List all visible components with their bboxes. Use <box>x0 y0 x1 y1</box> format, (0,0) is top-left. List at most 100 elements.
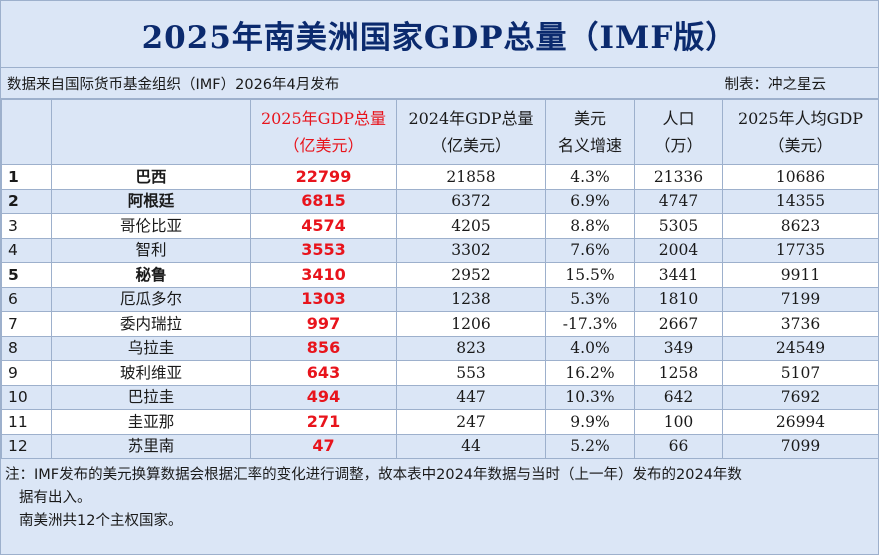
gdp-2024-cell: 3302 <box>396 237 546 263</box>
gdp-2024-cell: 21858 <box>396 164 546 190</box>
country-cell: 圭亚那 <box>51 409 251 435</box>
growth-cell: 5.3% <box>545 286 635 312</box>
table-row: 1 巴西 22799 21858 4.3% 21336 10686 <box>1 164 879 190</box>
header-gdp-2025-line1: 2025年GDP总量 <box>260 109 387 128</box>
growth-cell: 5.2% <box>545 433 635 459</box>
table-row: 5 秘鲁 3410 2952 15.5% 3441 9911 <box>1 262 879 288</box>
gdp-2024-cell: 553 <box>396 360 546 386</box>
gdp-table: 2025年GDP总量 （亿美元） 2024年GDP总量 （亿美元） 美元 名义增… <box>1 99 879 459</box>
footnotes: 注：IMF发布的美元换算数据会根据汇率的变化进行调整，故本表中2024年数据与当… <box>1 459 878 533</box>
table-row: 3 哥伦比亚 4574 4205 8.8% 5305 8623 <box>1 213 879 239</box>
gdp-2025-cell: 3410 <box>250 262 397 288</box>
country-cell: 巴西 <box>51 164 251 190</box>
table-row: 12 苏里南 47 44 5.2% 66 7099 <box>1 433 879 459</box>
header-per-capita-line1: 2025年人均GDP <box>737 109 864 128</box>
gdp-2025-cell: 1303 <box>250 286 397 312</box>
header-growth-line1: 美元 <box>573 109 606 128</box>
growth-cell: 15.5% <box>545 262 635 288</box>
rank-cell: 12 <box>1 433 52 459</box>
growth-cell: 16.2% <box>545 360 635 386</box>
header-per-capita-line2: （美元） <box>768 136 833 155</box>
maker-credit: 制表：冲之星云 <box>724 76 827 93</box>
table-row: 11 圭亚那 271 247 9.9% 100 26994 <box>1 409 879 435</box>
per-capita-cell: 7099 <box>722 433 879 459</box>
per-capita-cell: 9911 <box>722 262 879 288</box>
country-cell: 乌拉圭 <box>51 335 251 361</box>
gdp-2025-cell: 494 <box>250 384 397 410</box>
rank-cell: 7 <box>1 311 52 337</box>
table-row: 6 厄瓜多尔 1303 1238 5.3% 1810 7199 <box>1 286 879 312</box>
rank-cell: 10 <box>1 384 52 410</box>
header-population: 人口 （万） <box>634 99 723 165</box>
gdp-2025-cell: 643 <box>250 360 397 386</box>
population-cell: 5305 <box>634 213 723 239</box>
table-row: 7 委内瑞拉 997 1206 -17.3% 2667 3736 <box>1 311 879 337</box>
gdp-2025-cell: 47 <box>250 433 397 459</box>
rank-cell: 1 <box>1 164 52 190</box>
population-cell: 100 <box>634 409 723 435</box>
gdp-2024-cell: 44 <box>396 433 546 459</box>
gdp-2025-cell: 3553 <box>250 237 397 263</box>
country-cell: 秘鲁 <box>51 262 251 288</box>
gdp-2024-cell: 6372 <box>396 188 546 214</box>
population-cell: 642 <box>634 384 723 410</box>
header-per-capita: 2025年人均GDP （美元） <box>722 99 879 165</box>
growth-cell: -17.3% <box>545 311 635 337</box>
population-cell: 66 <box>634 433 723 459</box>
per-capita-cell: 8623 <box>722 213 879 239</box>
per-capita-cell: 14355 <box>722 188 879 214</box>
per-capita-cell: 26994 <box>722 409 879 435</box>
footnote-line-1: 注：IMF发布的美元换算数据会根据汇率的变化进行调整，故本表中2024年数据与当… <box>5 467 742 483</box>
country-cell: 委内瑞拉 <box>51 311 251 337</box>
growth-cell: 9.9% <box>545 409 635 435</box>
source-bar: 数据来自国际货币基金组织（IMF）2026年4月发布 制表：冲之星云 <box>1 68 878 99</box>
header-gdp-2024-line1: 2024年GDP总量 <box>408 109 534 128</box>
gdp-2025-cell: 6815 <box>250 188 397 214</box>
header-rank <box>1 99 52 165</box>
gdp-2024-cell: 4205 <box>396 213 546 239</box>
header-country <box>51 99 251 165</box>
source-note: 数据来自国际货币基金组织（IMF）2026年4月发布 <box>7 76 340 93</box>
country-cell: 智利 <box>51 237 251 263</box>
growth-cell: 4.3% <box>545 164 635 190</box>
growth-cell: 8.8% <box>545 213 635 239</box>
table-header-row: 2025年GDP总量 （亿美元） 2024年GDP总量 （亿美元） 美元 名义增… <box>1 99 879 165</box>
population-cell: 1810 <box>634 286 723 312</box>
population-cell: 1258 <box>634 360 723 386</box>
header-growth: 美元 名义增速 <box>545 99 635 165</box>
header-gdp-2024-line2: （亿美元） <box>430 136 511 155</box>
population-cell: 2004 <box>634 237 723 263</box>
country-cell: 巴拉圭 <box>51 384 251 410</box>
header-gdp-2025: 2025年GDP总量 （亿美元） <box>250 99 397 165</box>
country-cell: 阿根廷 <box>51 188 251 214</box>
table-body: 1 巴西 22799 21858 4.3% 21336 10686 2 阿根廷 6815 6372 6… <box>1 164 879 459</box>
header-gdp-2025-line2: （亿美元） <box>283 136 364 155</box>
country-cell: 哥伦比亚 <box>51 213 251 239</box>
header-population-line1: 人口 <box>662 109 695 128</box>
header-population-line2: （万） <box>654 136 703 155</box>
gdp-2024-cell: 2952 <box>396 262 546 288</box>
per-capita-cell: 10686 <box>722 164 879 190</box>
rank-cell: 3 <box>1 213 52 239</box>
table-row: 8 乌拉圭 856 823 4.0% 349 24549 <box>1 335 879 361</box>
per-capita-cell: 24549 <box>722 335 879 361</box>
footnote-line-3: 南美洲共12个主权国家。 <box>19 513 183 529</box>
gdp-2025-cell: 4574 <box>250 213 397 239</box>
table-row: 2 阿根廷 6815 6372 6.9% 4747 14355 <box>1 188 879 214</box>
gdp-2025-cell: 271 <box>250 409 397 435</box>
table-row: 9 玻利维亚 643 553 16.2% 1258 5107 <box>1 360 879 386</box>
gdp-2024-cell: 247 <box>396 409 546 435</box>
gdp-2024-cell: 1206 <box>396 311 546 337</box>
per-capita-cell: 3736 <box>722 311 879 337</box>
header-gdp-2024: 2024年GDP总量 （亿美元） <box>396 99 546 165</box>
rank-cell: 5 <box>1 262 52 288</box>
rank-cell: 9 <box>1 360 52 386</box>
country-cell: 苏里南 <box>51 433 251 459</box>
gdp-2024-cell: 1238 <box>396 286 546 312</box>
rank-cell: 11 <box>1 409 52 435</box>
header-growth-line2: 名义增速 <box>557 136 622 155</box>
per-capita-cell: 17735 <box>722 237 879 263</box>
population-cell: 3441 <box>634 262 723 288</box>
per-capita-cell: 7199 <box>722 286 879 312</box>
